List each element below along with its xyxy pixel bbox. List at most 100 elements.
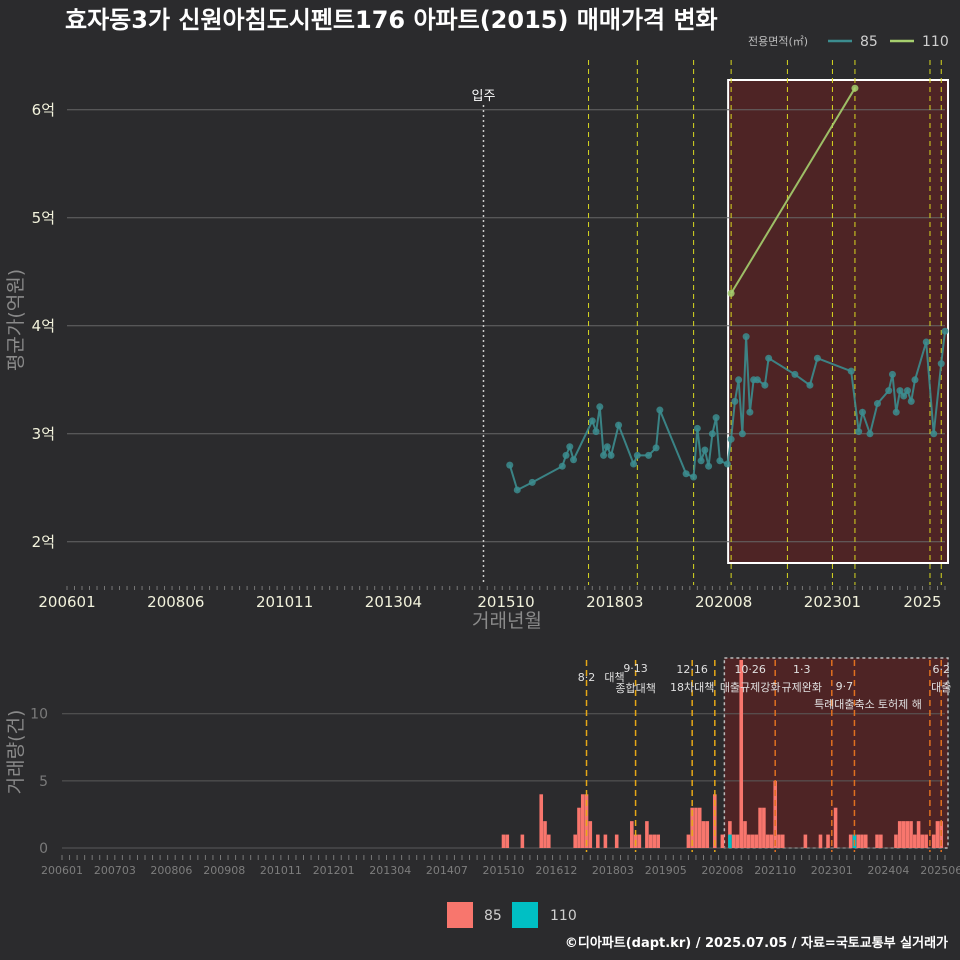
data-point-110	[851, 84, 859, 92]
occupancy-label: 입주	[472, 89, 496, 104]
data-point-85	[645, 451, 653, 459]
data-point-85	[690, 473, 698, 481]
volume-bar-85	[818, 834, 823, 848]
volume-bar-85	[848, 834, 853, 848]
price-chart: 2억 3억 4억 5억 6억 입주 200601 200806 201011 201304 2015…	[5, 60, 950, 632]
volume-bar-85	[860, 834, 864, 848]
data-point-85	[896, 387, 904, 395]
data-point-85	[705, 462, 713, 470]
volume-bar-85	[931, 834, 936, 848]
data-point-85	[753, 376, 761, 384]
volume-x-tick-label: 202110	[754, 864, 796, 877]
data-point-85	[761, 381, 769, 389]
data-point-85	[765, 354, 773, 362]
volume-x-tick-label: 201803	[592, 864, 634, 877]
data-point-85	[731, 397, 739, 405]
volume-bar-85	[539, 794, 544, 848]
volume-bar-85	[505, 834, 510, 848]
volume-bar-85	[780, 834, 785, 848]
data-point-85	[866, 430, 874, 438]
legend-swatch-110	[512, 902, 538, 928]
data-point-85	[652, 444, 660, 452]
data-point-85	[558, 462, 566, 470]
volume-bar-85	[580, 794, 585, 848]
data-point-85	[727, 435, 735, 443]
data-point-85	[712, 414, 720, 422]
legend-top: 전용면적(㎡) 85 110	[748, 34, 949, 50]
data-point-85	[937, 360, 945, 368]
data-point-85	[941, 327, 949, 335]
volume-bar-85	[901, 821, 906, 848]
volume-x-tick-label: 201011	[260, 864, 302, 877]
data-point-85	[607, 451, 615, 459]
volume-x-tick-label: 202506	[920, 864, 960, 877]
data-point-85	[716, 457, 724, 465]
data-point-85	[930, 430, 938, 438]
volume-bar-85	[758, 807, 762, 848]
x-tick-label: 2025	[903, 593, 941, 611]
legend-swatch-85	[447, 902, 473, 928]
volume-bar-85	[731, 834, 736, 848]
legend-bottom: 85 110	[447, 902, 577, 928]
data-point-85	[697, 457, 705, 465]
policy-name-label: 종합대책	[615, 682, 655, 695]
policy-date-label: 10·26	[734, 663, 766, 676]
policy-date-label: 1·3	[793, 663, 811, 676]
volume-x-tick-label: 202301	[811, 864, 853, 877]
data-point-85	[615, 421, 623, 429]
data-point-85	[570, 456, 578, 464]
data-point-85	[566, 443, 574, 451]
volume-bar-85	[543, 821, 547, 848]
data-point-85	[603, 443, 611, 451]
data-point-85	[738, 430, 746, 438]
volume-bar-85	[897, 821, 902, 848]
volume-bar-85	[720, 834, 725, 848]
volume-bar-85	[762, 807, 766, 848]
data-point-85	[630, 460, 638, 468]
volume-bar-85	[735, 834, 740, 848]
policy-name-label: 18차대책	[670, 681, 714, 694]
volume-bar-85	[573, 834, 577, 848]
volume-bar-85	[879, 834, 883, 848]
volume-bar-85	[614, 834, 619, 848]
data-point-85	[907, 397, 915, 405]
volume-x-tick-label: 201612	[535, 864, 577, 877]
volume-bar-85	[743, 821, 747, 848]
volume-y-tick-label: 5	[39, 774, 48, 790]
y-tick-label: 4억	[32, 317, 55, 335]
volume-bar-85	[765, 834, 770, 848]
volume-bar-85	[750, 834, 755, 848]
data-point-85	[855, 428, 863, 436]
policy-date-label: 9·13	[623, 662, 648, 675]
data-point-85	[742, 333, 750, 341]
legend-title: 전용면적(㎡)	[748, 35, 808, 48]
data-point-85	[682, 470, 690, 478]
volume-bar-85	[648, 834, 653, 848]
volume-y-tick-label: 10	[30, 707, 48, 723]
volume-bar-85	[690, 807, 694, 848]
volume-bar-85	[833, 807, 838, 848]
data-point-85	[813, 354, 821, 362]
volume-bar-85	[596, 834, 600, 848]
policy-name-label: 대출규제강화	[720, 681, 781, 694]
volume-x-tick-label: 200806	[150, 864, 192, 877]
data-point-85	[873, 400, 881, 408]
x-tick-label: 200601	[38, 593, 95, 611]
x-tick-label: 201304	[365, 593, 422, 611]
data-point-85	[528, 478, 536, 486]
volume-bar-85	[924, 834, 928, 848]
data-point-85	[723, 460, 731, 468]
y-tick-label: 6억	[32, 101, 55, 119]
volume-bar-85	[777, 834, 781, 848]
volume-x-tick-label: 201407	[426, 864, 468, 877]
volume-bar-85	[701, 821, 706, 848]
volume-bar-85	[645, 821, 649, 848]
data-point-85	[806, 381, 814, 389]
data-point-85	[746, 408, 754, 416]
volume-x-tick-label: 201905	[645, 864, 687, 877]
data-point-85	[791, 370, 799, 378]
legend-bottom-label-85: 85	[484, 908, 502, 924]
volume-bar-85	[501, 834, 506, 848]
y-tick-label: 3억	[32, 425, 55, 443]
volume-bar-85	[588, 821, 593, 848]
